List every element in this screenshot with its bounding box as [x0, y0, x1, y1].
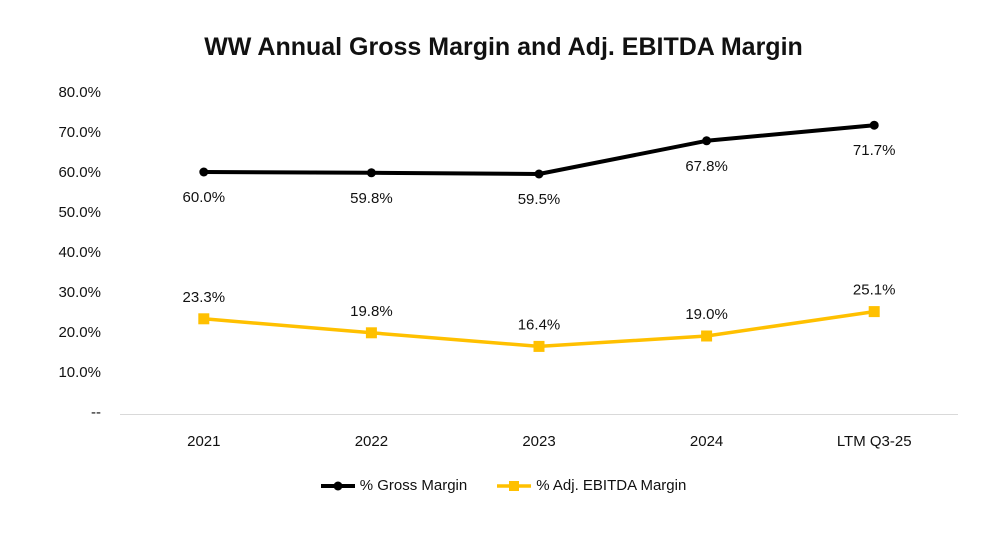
- y-axis-tick-label: 30.0%: [58, 284, 101, 301]
- chart-title: WW Annual Gross Margin and Adj. EBITDA M…: [204, 33, 803, 61]
- legend-circle-marker-icon: [333, 481, 343, 490]
- data-point-marker: [868, 306, 880, 318]
- legend-swatch: [497, 480, 532, 491]
- data-point-label: 67.8%: [685, 158, 728, 175]
- data-point-label: 16.4%: [518, 316, 561, 333]
- x-axis-tick-label: 2021: [187, 433, 220, 450]
- y-axis-tick-label: 40.0%: [58, 244, 101, 261]
- data-point-label: 25.1%: [853, 282, 896, 299]
- data-point-label: 19.0%: [685, 306, 728, 323]
- x-axis-tick-label: LTM Q3-25: [837, 433, 912, 450]
- data-point-marker: [366, 168, 376, 178]
- data-point-marker: [869, 120, 879, 130]
- data-point-marker: [702, 136, 712, 146]
- data-point-marker: [701, 330, 713, 342]
- data-point-marker: [198, 313, 210, 325]
- data-point-label: 59.5%: [518, 191, 561, 208]
- y-axis-tick-label: 10.0%: [58, 364, 101, 381]
- y-axis-tick-label: 20.0%: [58, 324, 101, 341]
- data-point-label: 60.0%: [183, 189, 226, 206]
- legend-label: % Adj. EBITDA Margin: [536, 477, 687, 494]
- y-axis-tick-label: 70.0%: [58, 124, 101, 141]
- y-axis-tick-label: 50.0%: [58, 204, 101, 221]
- plot-area: 80.0% 70.0% 60.0% 50.0% 40.0% 30.0% 20.0% 10.0%…: [58, 84, 958, 450]
- data-point-label: 23.3%: [183, 289, 226, 306]
- y-axis-tick-label: --: [91, 404, 101, 421]
- data-point-marker: [534, 169, 544, 179]
- legend-item: % Gross Margin: [320, 477, 468, 494]
- data-point-marker: [365, 327, 377, 339]
- chart-legend: % Gross Margin % Adj. EBITDA Margin: [0, 477, 1007, 494]
- y-axis-tick-label: 80.0%: [58, 84, 101, 101]
- data-point-label: 19.8%: [350, 303, 393, 320]
- data-point-label: 71.7%: [853, 142, 896, 159]
- series-line: [203, 123, 875, 176]
- y-axis-tick-label: 60.0%: [58, 164, 101, 181]
- legend-swatch: [320, 481, 355, 490]
- legend-item: % Adj. EBITDA Margin: [497, 477, 686, 494]
- x-axis-tick-label: 2022: [355, 433, 388, 450]
- data-point-label: 59.8%: [350, 190, 393, 207]
- data-point-marker: [199, 167, 209, 177]
- data-point-marker: [533, 340, 545, 352]
- legend-square-marker-icon: [509, 480, 520, 491]
- x-axis-tick-label: 2023: [522, 433, 555, 450]
- x-axis-tick-label: 2024: [690, 433, 723, 450]
- legend-label: % Gross Margin: [359, 477, 468, 494]
